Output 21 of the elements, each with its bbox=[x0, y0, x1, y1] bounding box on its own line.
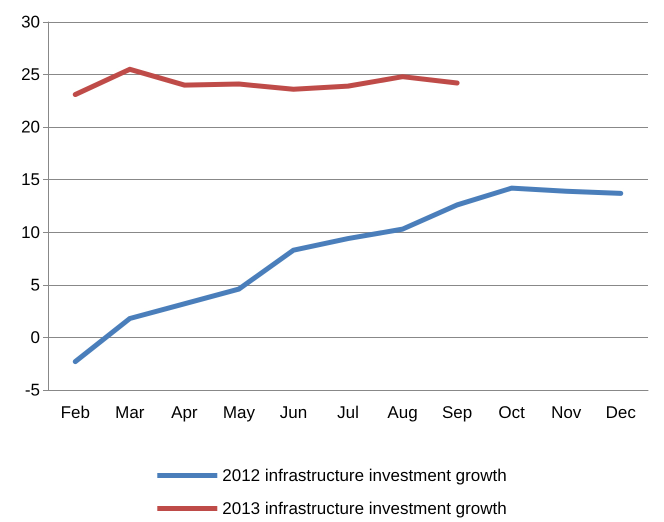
y-tick-label: 25 bbox=[21, 65, 40, 84]
y-tick-label: -5 bbox=[24, 380, 40, 400]
x-tick-label: Mar bbox=[115, 403, 145, 422]
x-tick-label: Oct bbox=[498, 403, 526, 422]
y-tick-label: 5 bbox=[30, 275, 40, 294]
x-tick-label: Jul bbox=[337, 403, 359, 422]
x-tick-label: Nov bbox=[551, 403, 582, 422]
y-tick-label: 30 bbox=[21, 12, 40, 32]
x-tick-label: Dec bbox=[606, 403, 636, 422]
x-tick-label: Feb bbox=[60, 403, 90, 422]
x-tick-label: May bbox=[222, 403, 256, 422]
legend-label: 2012 infrastructure investment growth bbox=[222, 466, 507, 485]
y-tick-label: 20 bbox=[21, 118, 40, 137]
y-tick-label: 15 bbox=[21, 170, 40, 190]
x-tick-label: Jun bbox=[280, 403, 308, 422]
y-tick-label: 10 bbox=[21, 222, 40, 242]
x-tick-label: Apr bbox=[171, 403, 198, 422]
x-tick-label: Sep bbox=[442, 403, 472, 422]
y-tick-label: 0 bbox=[30, 328, 40, 347]
x-tick-label: Aug bbox=[387, 403, 418, 422]
legend-label: 2013 infrastructure investment growth bbox=[222, 499, 507, 518]
